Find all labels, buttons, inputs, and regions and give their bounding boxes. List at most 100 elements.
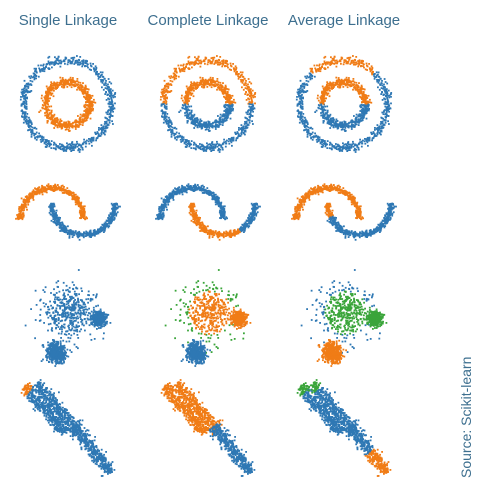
scatter-point [226, 104, 228, 107]
scatter-point [368, 63, 370, 65]
scatter-point [40, 136, 43, 138]
scatter-point [201, 77, 204, 79]
scatter-point [46, 93, 48, 95]
scatter-point [203, 125, 206, 128]
scatter-point [73, 195, 76, 197]
scatter-point [77, 81, 80, 84]
scatter-point [70, 78, 73, 81]
scatter-point [224, 60, 227, 63]
scatter-point [83, 141, 85, 144]
scatter-point [107, 86, 110, 89]
scatter-point [301, 121, 304, 124]
scatter-point [56, 126, 59, 129]
scatter-point [251, 115, 254, 117]
scatter-point [86, 88, 89, 90]
scatter-point [79, 212, 82, 215]
scatter-point [302, 85, 304, 88]
scatter-point [199, 59, 202, 62]
scatter-point [361, 92, 364, 95]
scatter-point [296, 96, 298, 98]
scatter-point [214, 80, 217, 83]
scatter-point [211, 84, 214, 86]
scatter-point [190, 116, 193, 118]
scatter-point [249, 111, 252, 113]
scatter-point [374, 135, 377, 137]
scatter-point [329, 122, 332, 125]
scatter-point [51, 189, 54, 192]
scatter-point [384, 103, 387, 105]
scatter-point [229, 100, 232, 103]
scatter-point [339, 124, 341, 126]
scatter-point [50, 116, 53, 118]
scatter-point [337, 78, 340, 81]
scatter-point [240, 78, 242, 81]
scatter-point [171, 126, 174, 129]
scatter-point [338, 81, 341, 84]
scatter-point [333, 86, 335, 88]
scatter-point [188, 63, 191, 66]
scatter-point [25, 200, 28, 203]
scatter-point [67, 124, 69, 127]
scatter-point [166, 120, 169, 122]
scatter-point [78, 147, 80, 150]
scatter-point [362, 65, 364, 67]
scatter-point [351, 83, 353, 86]
scatter-point [332, 87, 334, 89]
scatter-point [246, 127, 248, 129]
scatter-point [80, 207, 83, 210]
scatter-point [340, 58, 343, 61]
scatter-point [24, 97, 27, 100]
scatter-point [247, 119, 250, 121]
scatter-point [65, 122, 67, 124]
scatter-point [204, 56, 207, 59]
scatter-point [388, 96, 391, 99]
scatter-point [25, 93, 27, 96]
scatter-point [178, 135, 181, 138]
scatter-point [110, 105, 113, 108]
scatter-point [19, 213, 22, 216]
scatter-point [310, 68, 313, 71]
scatter-point [357, 118, 360, 121]
scatter-point [48, 188, 51, 191]
scatter-point [68, 127, 71, 129]
scatter-point [228, 97, 231, 100]
scatter-point [228, 94, 231, 97]
scatter-point [227, 95, 230, 97]
scatter-point [99, 71, 102, 74]
scatter-point [229, 140, 232, 142]
scatter-point [78, 197, 80, 200]
scatter-point [190, 89, 193, 92]
scatter-point [32, 132, 35, 135]
scatter-point [94, 131, 96, 134]
scatter-point [79, 63, 82, 65]
scatter-point [41, 94, 43, 97]
scatter-point [345, 62, 348, 65]
scatter-point [48, 205, 51, 208]
scatter-point [384, 88, 387, 91]
scatter-point [245, 99, 248, 101]
scatter-point [71, 79, 74, 81]
scatter-point [362, 88, 365, 90]
scatter-point [248, 88, 251, 91]
scatter-point [73, 63, 76, 65]
scatter-point [360, 140, 363, 143]
scatter-point [213, 63, 216, 65]
scatter-point [297, 115, 299, 118]
scatter-point [390, 95, 392, 98]
scatter-point [191, 66, 193, 69]
scatter-point [112, 123, 114, 125]
scatter-point [98, 135, 101, 137]
scatter-point [161, 88, 163, 91]
scatter-point [63, 191, 66, 194]
scatter-point [383, 89, 386, 91]
scatter-point [88, 68, 91, 71]
scatter-point [58, 186, 60, 188]
scatter-point [352, 125, 355, 128]
scatter-point [206, 63, 209, 66]
scatter-point [323, 67, 326, 70]
scatter-point [62, 60, 65, 63]
scatter-point [67, 147, 70, 150]
scatter-point [202, 83, 204, 86]
scatter-point [226, 109, 229, 111]
scatter-point [209, 61, 212, 63]
